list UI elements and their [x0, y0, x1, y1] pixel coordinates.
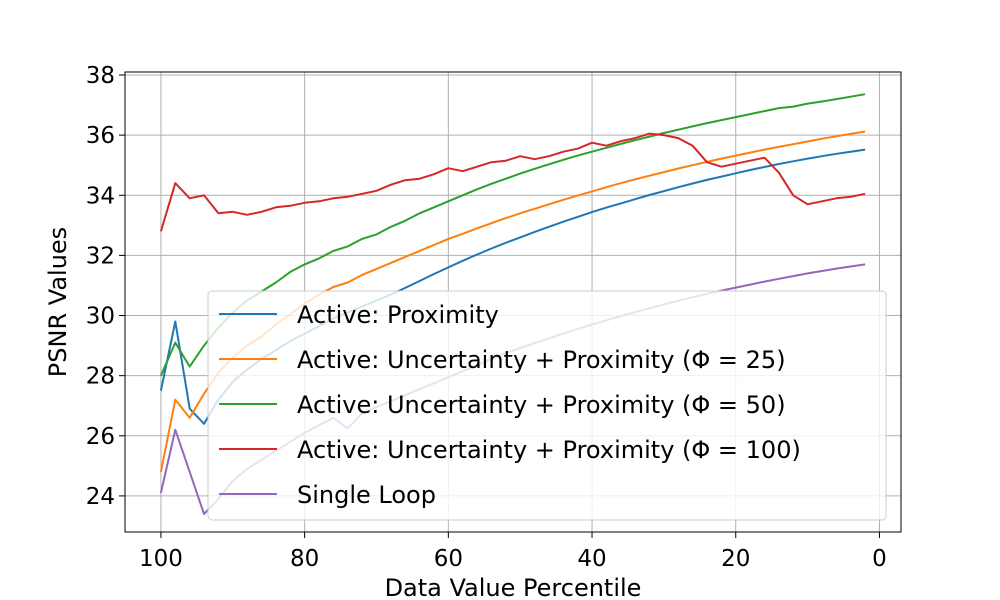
x-axis-title: Data Value Percentile [385, 574, 642, 600]
legend-label: Active: Uncertainty + Proximity (Φ = 100… [297, 436, 801, 464]
x-tick-label: 40 [577, 546, 606, 572]
series-line-4 [159, 132, 866, 232]
series-line-3 [159, 93, 866, 377]
y-tick-label: 28 [86, 364, 115, 390]
legend-label: Active: Proximity [297, 301, 499, 329]
y-tick-label: 32 [86, 243, 115, 269]
y-tick-label: 26 [86, 424, 115, 450]
legend: Active: Proximity Active: Uncertainty + P… [207, 290, 887, 521]
x-tick-label: 0 [872, 546, 887, 572]
x-tick-label: 80 [290, 546, 319, 572]
y-tick-label: 24 [86, 484, 115, 510]
x-tick-label: 100 [139, 546, 183, 572]
y-axis-title: PSNR Values [44, 227, 72, 377]
legend-label: Single Loop [297, 481, 436, 509]
y-tick-label: 38 [86, 63, 115, 89]
axis-ticks: 100 80 60 40 20 0 24 26 28 30 32 34 36 38 [86, 63, 887, 572]
x-tick-label: 20 [721, 546, 750, 572]
y-tick-label: 36 [86, 123, 115, 149]
y-tick-label: 34 [86, 183, 115, 209]
legend-label: Active: Uncertainty + Proximity (Φ = 25) [297, 346, 786, 374]
plot-area-frame [124, 71, 902, 533]
legend-box [207, 290, 887, 521]
x-tick-label: 60 [434, 546, 463, 572]
y-tick-label: 30 [86, 304, 115, 330]
legend-label: Active: Uncertainty + Proximity (Φ = 50) [297, 391, 786, 419]
